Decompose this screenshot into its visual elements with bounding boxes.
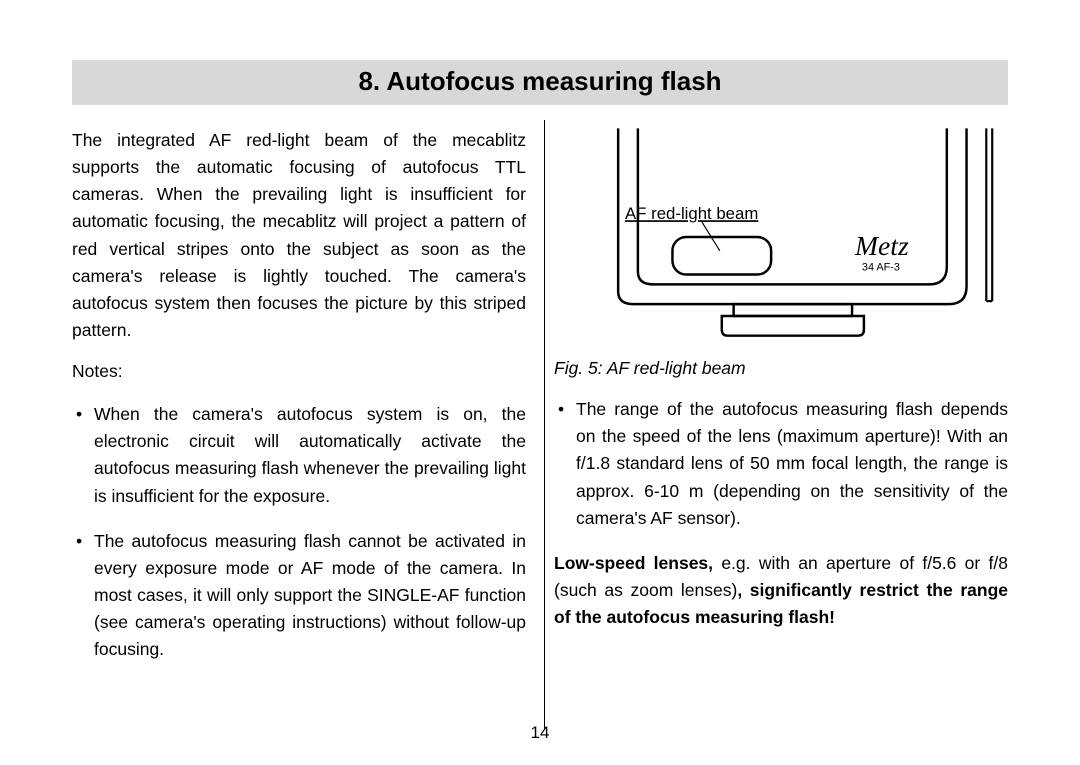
right-column: AF red-light beam Metz 34 AF-3 Fig. 5: A… <box>554 127 1008 681</box>
list-item: The range of the autofocus measuring fla… <box>554 396 1008 532</box>
list-item: When the camera's autofocus system is on… <box>72 401 526 510</box>
notes-list: When the camera's autofocus system is on… <box>72 401 526 663</box>
list-item: The autofocus measuring flash cannot be … <box>72 528 526 664</box>
left-column: The integrated AF red-light beam of the … <box>72 127 526 681</box>
figure: AF red-light beam Metz 34 AF-3 <box>554 127 1008 347</box>
model-text: 34 AF-3 <box>862 262 900 274</box>
two-column-layout: The integrated AF red-light beam of the … <box>72 127 1008 681</box>
low-speed-bold-1: Low-speed lenses, <box>554 553 713 573</box>
section-title: 8. Autofocus measuring flash <box>72 66 1008 97</box>
af-beam-diagram-icon: AF red-light beam Metz 34 AF-3 <box>554 127 1008 347</box>
notes-label: Notes: <box>72 358 526 385</box>
section-title-bar: 8. Autofocus measuring flash <box>72 60 1008 105</box>
range-list: The range of the autofocus measuring fla… <box>554 396 1008 532</box>
page: 8. Autofocus measuring flash The integra… <box>0 0 1080 765</box>
column-divider <box>544 120 545 730</box>
figure-caption: Fig. 5: AF red-light beam <box>554 355 1008 382</box>
intro-paragraph: The integrated AF red-light beam of the … <box>72 127 526 344</box>
brand-logo: Metz <box>854 230 909 261</box>
page-number: 14 <box>0 723 1080 743</box>
figure-label-text: AF red-light beam <box>625 204 758 223</box>
low-speed-warning: Low-speed lenses, e.g. with an aperture … <box>554 550 1008 631</box>
